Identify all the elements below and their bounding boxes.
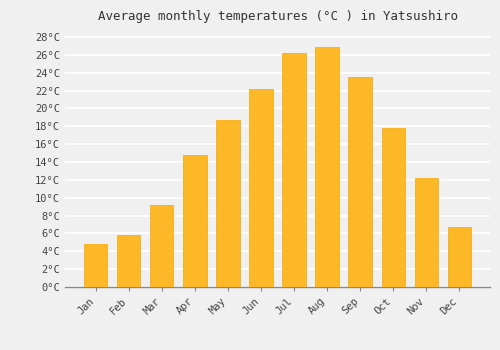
Bar [282,53,306,287]
Bar [118,235,141,287]
Bar [448,227,470,287]
Bar [84,244,108,287]
Bar [184,155,206,287]
Bar [150,205,174,287]
Bar [316,47,338,287]
Bar [382,128,404,287]
Bar [216,120,240,287]
Bar [414,178,438,287]
Bar [250,89,272,287]
Bar [348,77,372,287]
Title: Average monthly temperatures (°C ) in Yatsushiro: Average monthly temperatures (°C ) in Ya… [98,10,458,23]
